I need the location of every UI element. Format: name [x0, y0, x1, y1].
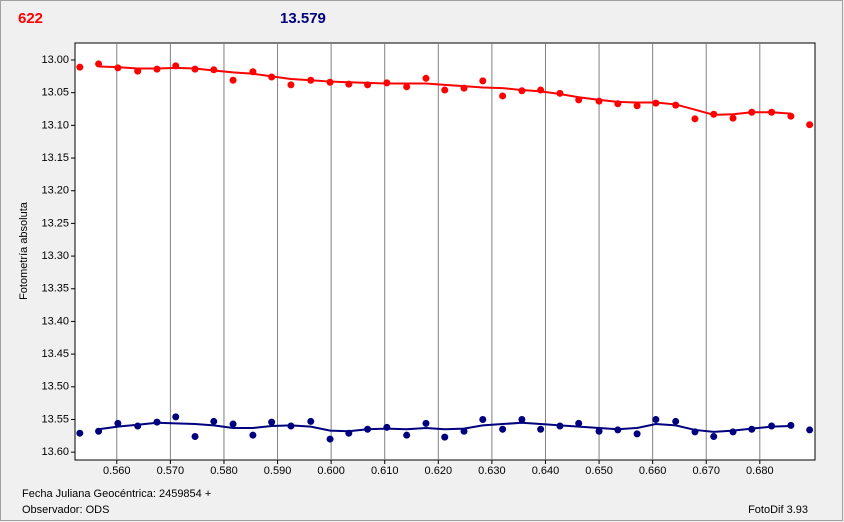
x-tick-label: 0.660: [639, 465, 667, 477]
data-point: [403, 431, 411, 439]
data-point: [595, 427, 603, 435]
x-tick-label: 0.630: [478, 465, 506, 477]
data-point: [633, 430, 641, 438]
data-point: [441, 86, 449, 94]
y-tick-label: 13.40: [41, 315, 69, 327]
y-tick-label: 13.60: [41, 446, 69, 458]
data-point: [691, 115, 699, 123]
x-tick-label: 0.670: [692, 465, 720, 477]
data-point: [76, 429, 84, 437]
data-point: [672, 417, 680, 425]
y-tick-label: 13.30: [41, 250, 69, 262]
data-point: [479, 415, 487, 423]
data-point: [537, 425, 545, 433]
data-point: [326, 435, 334, 443]
x-tick-label: 0.570: [157, 465, 185, 477]
fit-line: [98, 65, 791, 116]
y-tick-label: 13.35: [41, 283, 69, 295]
data-point: [787, 421, 795, 429]
data-point: [383, 423, 391, 431]
data-point: [422, 74, 430, 82]
x-tick-label: 0.640: [532, 465, 560, 477]
x-tick-label: 0.680: [746, 465, 774, 477]
data-point: [114, 419, 122, 427]
data-point: [499, 425, 507, 433]
x-tick-label: 0.580: [210, 465, 238, 477]
blue-label: 13.579: [280, 10, 326, 27]
data-point: [806, 426, 814, 434]
y-tick-label: 13.10: [41, 119, 69, 131]
data-point: [806, 121, 814, 129]
data-point: [518, 415, 526, 423]
y-tick-label: 13.00: [41, 54, 69, 66]
red-label: 622: [18, 10, 43, 27]
footer-version: FotoDif 3.93: [748, 504, 808, 516]
data-point: [499, 92, 507, 100]
data-point: [210, 417, 218, 425]
data-point: [191, 432, 199, 440]
y-tick-label: 13.55: [41, 413, 69, 425]
data-point: [172, 413, 180, 421]
y-axis-label: Fotometría absoluta: [18, 201, 30, 300]
data-point: [229, 76, 237, 84]
data-point: [652, 415, 660, 423]
x-tick-label: 0.610: [371, 465, 399, 477]
data-point: [729, 114, 737, 122]
x-tick-label: 0.560: [103, 465, 131, 477]
data-point: [633, 102, 641, 110]
x-tick-label: 0.650: [585, 465, 613, 477]
data-point: [229, 420, 237, 428]
data-point: [268, 418, 276, 426]
footer-observer: Observador: ODS: [22, 504, 109, 516]
x-tick-label: 0.600: [317, 465, 345, 477]
data-point: [710, 432, 718, 440]
data-point: [422, 419, 430, 427]
y-tick-label: 13.05: [41, 87, 69, 99]
data-point: [441, 433, 449, 441]
data-point: [76, 63, 84, 71]
data-point: [287, 81, 295, 89]
data-point: [575, 419, 583, 427]
x-tick-label: 0.620: [425, 465, 453, 477]
data-point: [479, 77, 487, 85]
footer-date: Fecha Juliana Geocéntrica: 2459854 +: [22, 488, 211, 500]
plot-area: [74, 42, 816, 461]
y-tick-label: 13.45: [41, 348, 69, 360]
y-tick-label: 13.20: [41, 185, 69, 197]
data-point: [403, 83, 411, 91]
y-tick-label: 13.25: [41, 217, 69, 229]
data-point: [307, 417, 315, 425]
y-tick-label: 13.50: [41, 381, 69, 393]
data-point: [249, 431, 257, 439]
y-tick-label: 13.15: [41, 152, 69, 164]
x-tick-label: 0.590: [264, 465, 292, 477]
fit-line: [98, 421, 791, 433]
